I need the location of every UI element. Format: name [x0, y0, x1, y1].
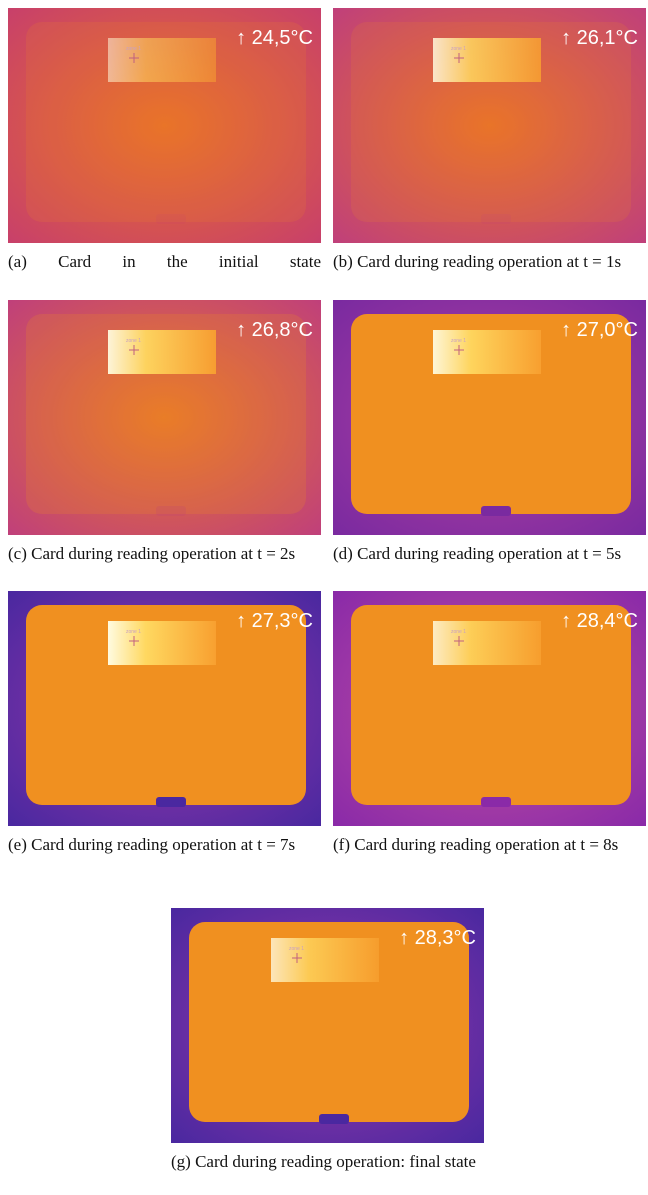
- card: [26, 314, 306, 514]
- card: [351, 22, 631, 222]
- temperature-label: ↑ 26,8°C: [236, 319, 313, 341]
- caption: (g) Card during reading operation: final…: [171, 1152, 476, 1171]
- zone-label: zone 1: [126, 629, 141, 635]
- subfigure: zone 1 ↑ 27,3°C (e) Card during reading op…: [8, 591, 321, 855]
- thermal-image: zone 1 ↑ 26,1°C: [333, 8, 646, 243]
- card-notch: [156, 506, 186, 516]
- thermal-image: zone 1 ↑ 28,3°C: [171, 908, 484, 1143]
- card-notch: [481, 797, 511, 807]
- card-notch: [156, 797, 186, 807]
- hot-zone: [433, 621, 541, 665]
- subfigure: zone 1 ↑ 26,8°C (c) Card during reading op…: [8, 300, 321, 564]
- hot-zone: [433, 330, 541, 374]
- hot-zone: [108, 38, 216, 82]
- caption: (d) Card during reading operation at t =…: [333, 544, 622, 563]
- thermal-image: zone 1 ↑ 26,8°C: [8, 300, 321, 535]
- thermal-image: zone 1 ↑ 27,3°C: [8, 591, 321, 826]
- temperature-label: ↑ 28,3°C: [399, 927, 476, 949]
- card-notch: [319, 1114, 349, 1124]
- temperature-label: ↑ 24,5°C: [236, 27, 313, 49]
- caption: (c) Card during reading operation at t =…: [8, 544, 296, 563]
- zone-label: zone 1: [451, 629, 466, 635]
- caption: (b) Card during reading operation at t =…: [333, 252, 622, 271]
- temperature-label: ↑ 26,1°C: [561, 27, 638, 49]
- caption: (e) Card during reading operation at t =…: [8, 835, 296, 854]
- zone-label: zone 1: [451, 46, 466, 52]
- caption: (f) Card during reading operation at t =…: [333, 835, 619, 854]
- hot-zone: [108, 621, 216, 665]
- temperature-label: ↑ 27,3°C: [236, 610, 313, 632]
- card: [351, 314, 631, 514]
- zone-label: zone 1: [126, 46, 141, 52]
- temperature-label: ↑ 28,4°C: [561, 610, 638, 632]
- card: [189, 922, 469, 1122]
- hot-zone: [433, 38, 541, 82]
- zone-label: zone 1: [126, 338, 141, 344]
- card: [351, 605, 631, 805]
- zone-label: zone 1: [289, 946, 304, 952]
- subfigure: zone 1 ↑ 27,0°C (d) Card during reading op…: [333, 300, 646, 564]
- card: [26, 22, 306, 222]
- caption: (a) Card in the initial state: [8, 252, 321, 271]
- thermal-image: zone 1 ↑ 24,5°C: [8, 8, 321, 243]
- thermal-image: zone 1 ↑ 28,4°C: [333, 591, 646, 826]
- subfigure: zone 1 ↑ 26,1°C (b) Card during reading op…: [333, 8, 646, 272]
- subfigure: zone 1 ↑ 28,4°C (f) Card during reading op…: [333, 591, 646, 855]
- subfigure: zone 1 ↑ 28,3°C (g) Card during reading op…: [171, 908, 484, 1172]
- hot-zone: [271, 938, 379, 982]
- thermal-image: zone 1 ↑ 27,0°C: [333, 300, 646, 535]
- hot-zone: [108, 330, 216, 374]
- card-notch: [481, 506, 511, 516]
- card-notch: [481, 214, 511, 224]
- temperature-label: ↑ 27,0°C: [561, 319, 638, 341]
- zone-label: zone 1: [451, 338, 466, 344]
- subfigure: zone 1 ↑ 24,5°C (a) Card in the initial st…: [8, 8, 321, 272]
- card-notch: [156, 214, 186, 224]
- card: [26, 605, 306, 805]
